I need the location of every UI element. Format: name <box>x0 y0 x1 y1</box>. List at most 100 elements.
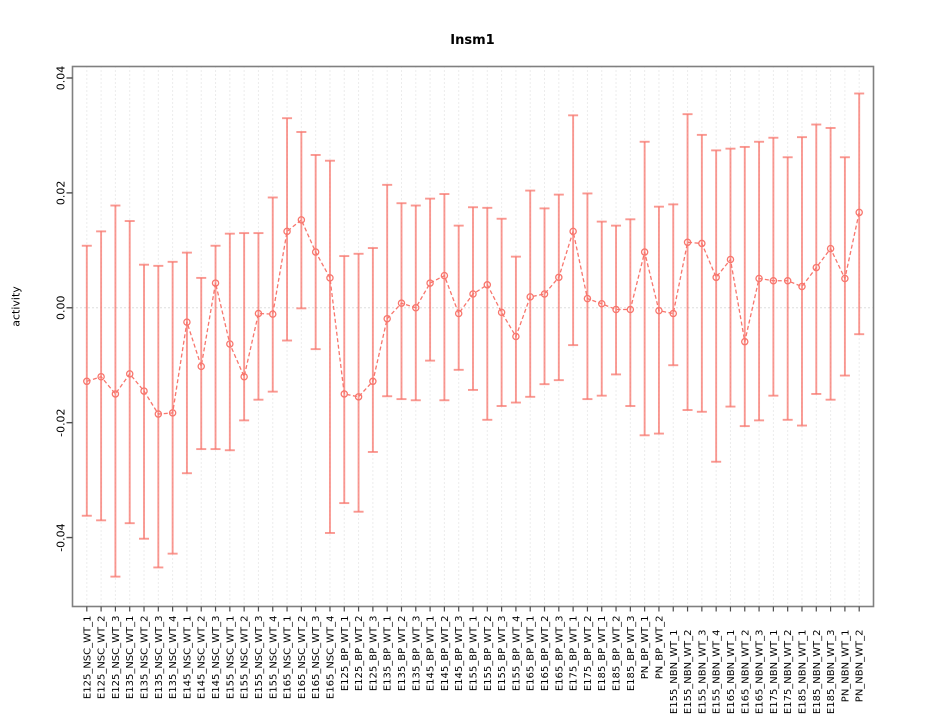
data-series <box>81 92 865 578</box>
errorbar-point <box>496 217 507 407</box>
errorbar-point <box>139 263 150 540</box>
errorbar-point <box>253 232 264 401</box>
errorbar-point <box>339 255 350 505</box>
x-tick-label: E155_NSC_WT_2 <box>240 616 251 700</box>
x-tick-label: E145_NSC_WT_2 <box>197 616 208 700</box>
x-tick-label: E165_NSC_WT_2 <box>297 616 308 700</box>
x-tick-label: E155_NBN_WT_2 <box>683 630 694 715</box>
errorbar-point <box>439 193 450 402</box>
x-tick-label: E185_NBN_WT_3 <box>826 630 837 715</box>
x-tick-label: E135_NSC_WT_4 <box>168 616 179 700</box>
x-tick-label: E185_BP_WT_1 <box>597 616 608 692</box>
errorbar-point <box>410 204 421 402</box>
y-axis: -0.04 -0.02 0.00 0.02 0.04 <box>55 66 73 552</box>
x-tick-label: E175_NBN_WT_1 <box>769 630 780 715</box>
errorbar-point <box>453 224 464 371</box>
x-tick-label: E185_BP_WT_2 <box>612 616 623 692</box>
errorbar-point <box>510 255 521 404</box>
errorbar-point <box>382 183 393 398</box>
x-tick-label: E175_BP_WT_2 <box>583 616 594 692</box>
errorbar-point <box>553 193 564 382</box>
errorbar-point <box>196 276 207 451</box>
x-tick-label: E165_NSC_WT_1 <box>283 616 294 700</box>
x-tick-label: PN_NBN_WT_2 <box>855 630 866 703</box>
x-tick-label: E155_NSC_WT_1 <box>225 616 236 700</box>
errorbar-point <box>482 206 493 421</box>
errorbar-point <box>224 232 235 452</box>
x-tick-label: E175_BP_WT_1 <box>569 616 580 692</box>
x-tick-label: E135_BP_WT_1 <box>383 616 394 692</box>
errorbar-point <box>625 218 636 407</box>
errorbar-point <box>96 230 107 522</box>
x-tick-label: E125_BP_WT_1 <box>340 616 351 692</box>
errorbar-point <box>754 140 765 422</box>
x-tick-label: E165_NBN_WT_2 <box>740 630 751 715</box>
x-axis: E125_NSC_WT_1 E125_NSC_WT_2 E125_NSC_WT_3 E… <box>82 606 866 715</box>
errorbar-point <box>682 113 693 411</box>
x-tick-label: E165_NBN_WT_1 <box>726 630 737 715</box>
x-tick-label: PN_BP_WT_2 <box>654 616 665 680</box>
errorbar-point <box>768 136 779 397</box>
x-tick-label: E155_NSC_WT_4 <box>268 616 279 700</box>
x-tick-label: E175_NBN_WT_2 <box>783 630 794 715</box>
errorbar-point <box>825 127 836 401</box>
y-tick-label: 0.04 <box>55 66 68 91</box>
errorbar-point <box>396 202 407 401</box>
x-tick-label: E155_BP_WT_2 <box>483 616 494 692</box>
errorbar-point <box>653 205 664 435</box>
x-tick-label: E155_NBN_WT_1 <box>669 630 680 715</box>
errorbar-point <box>367 247 378 453</box>
x-tick-label: E135_NSC_WT_1 <box>125 616 136 700</box>
x-tick-label: E155_NSC_WT_3 <box>254 616 265 700</box>
errorbar-point <box>739 145 750 428</box>
errorbar-point <box>110 204 121 578</box>
x-tick-label: E135_BP_WT_2 <box>397 616 408 692</box>
errorbar-point <box>568 114 579 347</box>
errorbar-point <box>539 207 550 386</box>
x-tick-label: E145_BP_WT_3 <box>454 616 465 692</box>
errorbar-point <box>296 131 307 310</box>
errorbar-point <box>796 136 807 427</box>
errorbar-point <box>181 251 192 475</box>
x-tick-label: E185_NBN_WT_2 <box>812 630 823 715</box>
errorbar-point <box>239 232 250 422</box>
x-tick-label: E155_BP_WT_3 <box>497 616 508 692</box>
errorbar-point <box>711 149 722 463</box>
x-tick-label: E155_BP_WT_4 <box>511 616 522 692</box>
x-tick-label: E185_BP_WT_3 <box>626 616 637 692</box>
x-tick-label: PN_NBN_WT_1 <box>840 630 851 703</box>
errorbar-point <box>353 252 364 513</box>
errorbar-point <box>525 189 536 398</box>
errorbar-point <box>124 220 135 525</box>
errorbar-point <box>782 156 793 421</box>
page-title: Insm1 <box>450 33 495 48</box>
x-tick-label: E125_NSC_WT_2 <box>97 616 108 700</box>
x-tick-label: E145_NSC_WT_1 <box>182 616 193 700</box>
errorbar-point <box>210 244 221 451</box>
errorbar-point <box>81 244 92 517</box>
errorbar-point <box>854 92 865 336</box>
errorbar-point <box>310 154 321 351</box>
x-tick-label: E165_BP_WT_2 <box>540 616 551 692</box>
x-tick-label: E135_NSC_WT_2 <box>140 616 151 700</box>
errorbar-point <box>811 123 822 395</box>
x-tick-label: E155_NBN_WT_4 <box>712 630 723 715</box>
x-tick-label: E145_BP_WT_1 <box>426 616 437 692</box>
errorbar-point <box>725 147 736 408</box>
y-tick-label: 0.02 <box>55 181 68 206</box>
x-tick-label: E165_BP_WT_3 <box>554 616 565 692</box>
errorbar-point <box>468 206 478 391</box>
x-tick-label: E135_NSC_WT_3 <box>154 616 165 700</box>
errorbar-point <box>425 197 436 362</box>
errorbar-point <box>668 203 679 367</box>
errorbar-point <box>696 133 707 413</box>
x-tick-label: E145_NSC_WT_3 <box>211 616 222 700</box>
x-tick-label: E165_NSC_WT_4 <box>325 616 336 700</box>
errorbar-point <box>153 264 164 569</box>
y-tick-label: 0.00 <box>55 296 68 321</box>
errorbar-point <box>324 159 335 534</box>
errorbar-point <box>167 260 178 555</box>
errorbar-point <box>596 220 607 397</box>
